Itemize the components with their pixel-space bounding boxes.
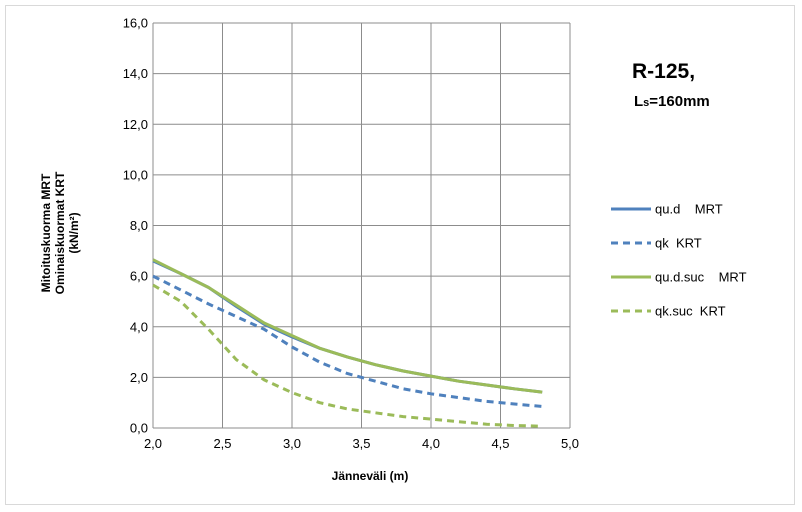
legend-label-1: qk KRT (655, 236, 702, 251)
series-line-3 (152, 283, 543, 428)
y-axis-title: Mitoituskuorma MRT Ominaiskuormat KRT (k… (39, 171, 81, 294)
x-tick-label-3: 3,5 (352, 436, 370, 451)
annotation-sub-suffix: =160mm (649, 93, 709, 110)
y-tick-label-1: 2,0 (130, 370, 148, 385)
legend: qu.d MRT qk KRT qu.d.suc MRT qk.suc KRT (611, 202, 747, 319)
annotation-sub-small: s (643, 97, 649, 109)
annotation-sub-prefix: L (634, 93, 643, 110)
y-tick-label-2: 4,0 (130, 319, 148, 334)
x-tick-label-2: 3,0 (283, 436, 301, 451)
x-tick-label-6: 5,0 (561, 436, 579, 451)
legend-label-2: qu.d.suc MRT (655, 270, 747, 285)
series-line-1 (152, 274, 543, 408)
y-tick-label-3: 6,0 (130, 269, 148, 284)
y-tick-label-0: 0,0 (130, 421, 148, 436)
legend-label-3: qk.suc KRT (655, 304, 726, 319)
legend-label-0: qu.d MRT (655, 202, 723, 217)
x-tick-label-4: 4,0 (422, 436, 440, 451)
y-tick-label-6: 12,0 (123, 117, 148, 132)
annotation-main: R-125, (632, 60, 695, 83)
y-tick-label-8: 16,0 (123, 16, 148, 31)
x-tick-label-1: 2,5 (213, 436, 231, 451)
y-axis-ticks: 0,0 2,0 4,0 6,0 8,0 10,0 12,0 14,0 16,0 (123, 16, 148, 436)
y-tick-label-4: 8,0 (130, 218, 148, 233)
series-group (152, 258, 543, 428)
y-tick-label-5: 10,0 (123, 167, 148, 182)
y-tick-label-7: 14,0 (123, 66, 148, 81)
chart-frame (5, 5, 795, 505)
x-axis-title: Jänneväli (m) (332, 469, 409, 483)
x-tick-label-5: 4,5 (491, 436, 509, 451)
grid-lines (152, 22, 571, 429)
series-line-2 (152, 258, 543, 394)
y-axis-title-line-2: Ominaiskuormat KRT (53, 171, 67, 294)
y-axis-title-line-3: (kN/m²) (67, 212, 81, 253)
x-tick-label-0: 2,0 (144, 436, 162, 451)
x-axis-ticks: 2,0 2,5 3,0 3,5 4,0 4,5 5,0 (144, 436, 579, 451)
y-axis-title-line-1: Mitoituskuorma MRT (39, 173, 53, 292)
annotation-sub: Ls=160mm (634, 93, 710, 110)
